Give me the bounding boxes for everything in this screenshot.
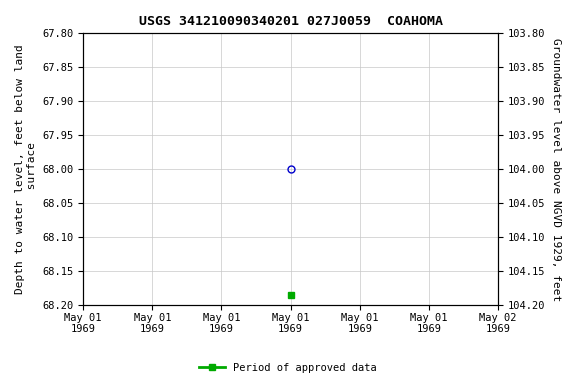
Y-axis label: Depth to water level, feet below land
 surface: Depth to water level, feet below land su…: [15, 45, 37, 294]
Y-axis label: Groundwater level above NGVD 1929, feet: Groundwater level above NGVD 1929, feet: [551, 38, 561, 301]
Title: USGS 341210090340201 027J0059  COAHOMA: USGS 341210090340201 027J0059 COAHOMA: [139, 15, 443, 28]
Legend: Period of approved data: Period of approved data: [195, 359, 381, 377]
